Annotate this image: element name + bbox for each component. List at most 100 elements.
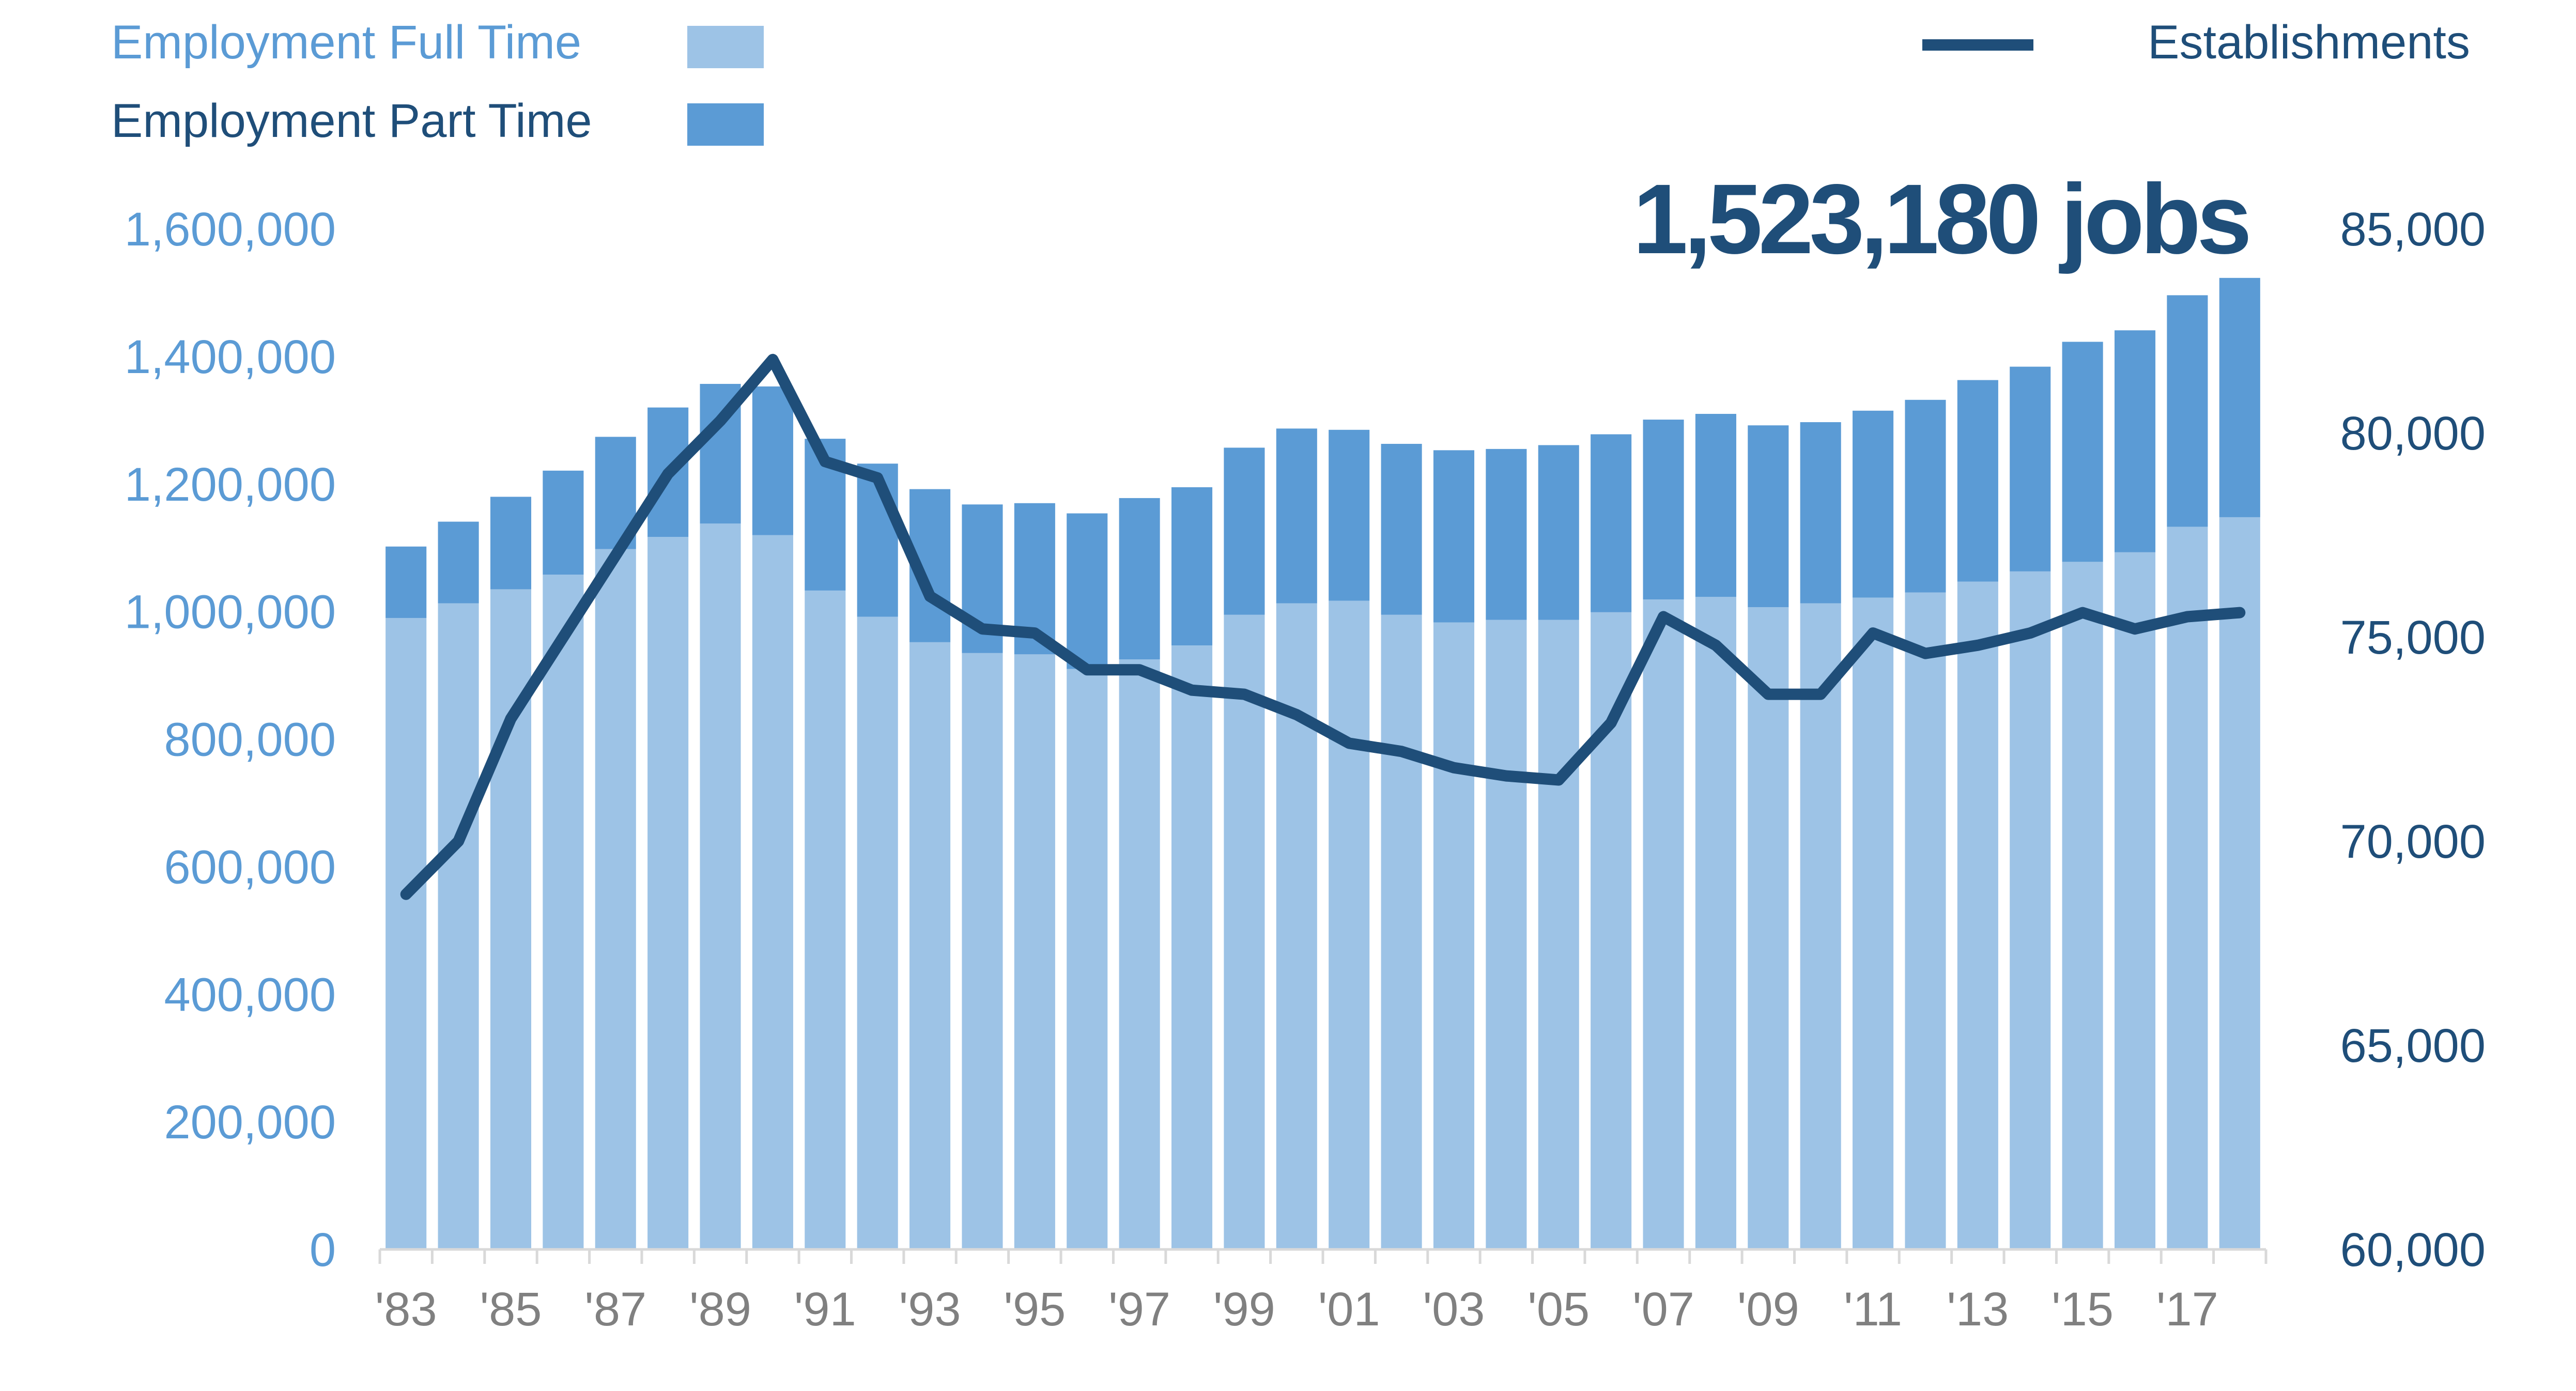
axes-layer: '83 '85 '87 '89 '91 '93 '95 '97 '99 '01 '03 '05 '07 '… [125, 203, 2486, 1336]
bar-part-time-1984 [438, 521, 479, 604]
bar-full-time-2007 [1643, 599, 1684, 1249]
x-tick-label: '09 [1737, 1283, 1799, 1336]
bar-full-time-1994 [962, 653, 1003, 1249]
establishments-point-1987 [615, 555, 616, 556]
bar-full-time-1992 [857, 616, 898, 1249]
establishments-point-2008 [1715, 644, 1717, 646]
establishments-point-1992 [877, 477, 878, 478]
establishments-point-1988 [667, 473, 669, 474]
y-left-tick-label: 400,000 [164, 968, 336, 1021]
bar-full-time-1995 [1014, 654, 1055, 1249]
bar-full-time-1984 [438, 603, 479, 1249]
establishments-point-2013 [1977, 644, 1979, 646]
bar-full-time-2002 [1381, 614, 1422, 1249]
y-right-tick-label: 70,000 [2340, 815, 2486, 868]
y-left-tick-label: 200,000 [164, 1096, 336, 1149]
x-tick-label: '91 [794, 1283, 856, 1336]
bar-full-time-1983 [385, 617, 427, 1249]
bar-full-time-2011 [1853, 597, 1894, 1249]
bar-full-time-1988 [647, 537, 689, 1249]
establishments-point-1985 [510, 718, 512, 719]
establishments-point-1989 [720, 420, 721, 422]
establishments-point-2001 [1348, 743, 1350, 744]
x-tick-label: '89 [689, 1283, 751, 1336]
bar-full-time-2006 [1591, 612, 1632, 1249]
y-right-tick-label: 75,000 [2340, 611, 2486, 664]
bar-part-time-2013 [1957, 380, 1998, 582]
bar-part-time-2000 [1276, 428, 1317, 604]
bar-full-time-2010 [1800, 603, 1841, 1249]
bar-part-time-1998 [1171, 487, 1213, 646]
bar-part-time-1997 [1119, 498, 1160, 660]
bar-part-time-2009 [1748, 425, 1789, 607]
establishments-point-1993 [929, 596, 931, 597]
bar-full-time-1991 [805, 590, 846, 1249]
x-tick-label: '17 [2156, 1283, 2218, 1336]
y-left-tick-label: 1,600,000 [125, 203, 336, 256]
bar-part-time-1996 [1067, 513, 1108, 669]
bar-full-time-2009 [1748, 607, 1789, 1249]
x-tick-label: '93 [899, 1283, 961, 1336]
bar-full-time-2005 [1538, 620, 1579, 1249]
bar-part-time-1985 [490, 497, 532, 590]
establishments-point-1986 [562, 637, 564, 638]
bar-part-time-2017 [2167, 295, 2208, 527]
bar-part-time-2010 [1800, 422, 1841, 604]
x-tick-label: '99 [1213, 1283, 1275, 1336]
bar-full-time-2004 [1486, 620, 1527, 1249]
x-tick-label: '97 [1108, 1283, 1170, 1336]
establishments-point-2009 [1767, 693, 1769, 695]
bar-part-time-2002 [1381, 443, 1422, 615]
x-tick-label: '83 [375, 1283, 437, 1336]
establishments-point-1990 [772, 359, 774, 360]
y-left-tick-label: 1,400,000 [125, 331, 336, 383]
establishments-point-2011 [1872, 632, 1874, 634]
establishments-point-2012 [1924, 653, 1926, 654]
bar-part-time-1986 [543, 470, 584, 575]
establishments-point-1983 [405, 893, 407, 895]
x-tick-label: '87 [584, 1283, 646, 1336]
establishments-point-1997 [1139, 669, 1140, 671]
bar-part-time-2006 [1591, 434, 1632, 612]
legend-label-full-time: Employment Full Time [111, 16, 581, 69]
bar-full-time-1998 [1171, 645, 1213, 1249]
bar-full-time-1996 [1067, 669, 1108, 1249]
establishments-point-2002 [1401, 751, 1402, 752]
establishments-line [400, 353, 2246, 900]
bar-full-time-2018 [2219, 517, 2260, 1249]
x-tick-label: '15 [2051, 1283, 2114, 1336]
bar-full-time-1987 [595, 549, 636, 1249]
bar-part-time-2005 [1538, 445, 1579, 620]
establishments-point-1996 [1086, 669, 1088, 671]
total-jobs-callout: 1,523,180 jobs [1633, 163, 2248, 274]
establishments-point-2000 [1296, 714, 1298, 716]
bar-full-time-2016 [2114, 552, 2156, 1249]
bars-layer [385, 277, 2260, 1249]
x-tick-label: '05 [1528, 1283, 1590, 1336]
y-left-tick-label: 0 [310, 1224, 336, 1276]
bar-full-time-2012 [1905, 592, 1946, 1249]
bar-full-time-2015 [2062, 562, 2103, 1249]
bar-part-time-2001 [1329, 429, 1370, 601]
legend: Employment Full Time Employment Part Tim… [111, 16, 2470, 147]
establishments-point-2017 [2186, 616, 2188, 617]
y-left-tick-label: 1,000,000 [125, 586, 336, 639]
bar-part-time-2014 [2010, 366, 2051, 571]
establishments-point-2015 [2082, 612, 2084, 613]
establishments-point-2014 [2029, 632, 2031, 634]
y-left-tick-label: 600,000 [164, 841, 336, 893]
x-tick-label: '11 [1844, 1283, 1902, 1336]
bar-part-time-1983 [385, 546, 427, 618]
establishments-point-2018 [2239, 612, 2241, 613]
bar-full-time-1993 [909, 642, 951, 1249]
x-tick-label: '85 [480, 1283, 542, 1336]
bar-full-time-1990 [752, 535, 793, 1249]
bar-part-time-2012 [1905, 399, 1946, 593]
bar-part-time-1999 [1224, 447, 1265, 615]
establishments-point-2006 [1610, 722, 1612, 723]
bar-part-time-2011 [1853, 410, 1894, 598]
bar-full-time-2003 [1433, 622, 1475, 1249]
bar-part-time-2007 [1643, 420, 1684, 600]
